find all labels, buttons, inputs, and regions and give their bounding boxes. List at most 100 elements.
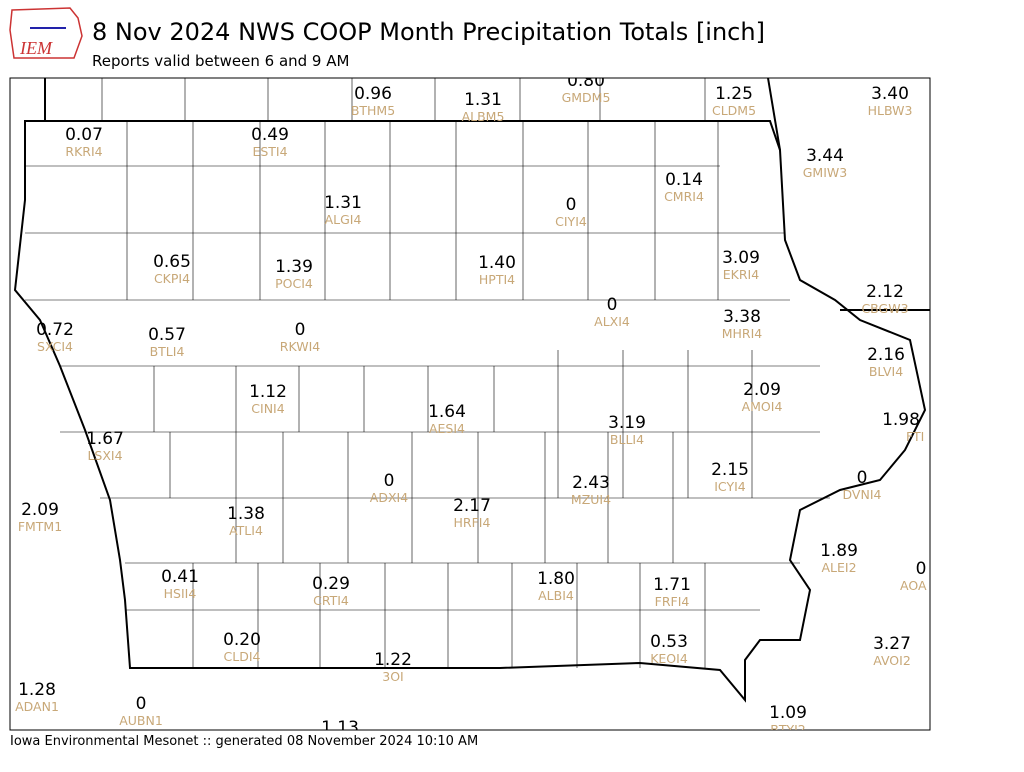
station-id: ALXI4	[594, 314, 630, 329]
station-id: CMRI4	[664, 189, 704, 204]
station-value: 1.38	[227, 504, 265, 524]
station-id: FTI	[906, 429, 924, 444]
station-value: 0.80	[567, 71, 605, 91]
map	[13, 78, 930, 703]
station-id: ALGI4	[325, 212, 362, 227]
station-id: ALBM5	[462, 109, 505, 124]
station-value: 2.15	[711, 460, 749, 480]
station-id: CIYI4	[555, 214, 587, 229]
station-id: 3OI	[382, 669, 403, 684]
logo-text: IEM	[19, 38, 53, 58]
logo: IEM	[9, 7, 83, 59]
station-value: 1.67	[86, 429, 124, 449]
station-id: FRFI4	[655, 594, 690, 609]
station-id: AMOI4	[742, 399, 783, 414]
station-value: 1.98	[882, 410, 920, 430]
station-id: MZUI4	[571, 492, 611, 507]
station-id: AUBN1	[119, 713, 163, 728]
station-id: AVOI2	[873, 653, 911, 668]
station-value: 2.09	[743, 380, 781, 400]
footer: Iowa Environmental Mesonet :: generated …	[10, 734, 478, 749]
station-id: RKRI4	[65, 144, 102, 159]
station-id: CLDM5	[712, 103, 756, 118]
station-value: 3.09	[722, 248, 760, 268]
station-value: 0.65	[153, 252, 191, 272]
station-id: ESTI4	[252, 144, 287, 159]
station-value: 0	[295, 320, 306, 340]
station-value: 1.40	[478, 253, 516, 273]
station-id: BLLI4	[610, 432, 644, 447]
station-id: BTLI4	[150, 344, 185, 359]
station-id: HRFI4	[454, 515, 491, 530]
station-value: 3.19	[608, 413, 646, 433]
station-id: BTYI2	[770, 722, 806, 737]
station-id: GMIW3	[803, 165, 847, 180]
station-id: RKWI4	[280, 339, 320, 354]
station-value: 3.44	[806, 146, 844, 166]
station-id: ICYI4	[714, 479, 746, 494]
station-id: CRTI4	[313, 593, 349, 608]
station-value: 0.49	[251, 125, 289, 145]
station-value: 1.64	[428, 402, 466, 422]
station-id: EKRI4	[723, 267, 759, 282]
station-value: 1.28	[18, 680, 56, 700]
station-id: FMTM1	[18, 519, 62, 534]
station-value: 1.31	[324, 193, 362, 213]
station-value: 0	[136, 694, 147, 714]
station-id: BLVI4	[869, 364, 903, 379]
station-id: CINI4	[251, 401, 284, 416]
station-id: ATLI4	[229, 523, 263, 538]
station-value: 0.14	[665, 170, 703, 190]
station-value: 0	[857, 468, 868, 488]
station-id: LSXI4	[87, 448, 122, 463]
station-value: 0.29	[312, 574, 350, 594]
station-value: 2.43	[572, 473, 610, 493]
title: 8 Nov 2024 NWS COOP Month Precipitation …	[92, 18, 765, 46]
station-value: 0.41	[161, 567, 199, 587]
station-value: 1.31	[464, 90, 502, 110]
station-id: KEOI4	[650, 651, 688, 666]
station-id: ALBI4	[538, 588, 574, 603]
station-id: CKPI4	[154, 271, 190, 286]
station-value: 1.25	[715, 84, 753, 104]
station-id: HLBW3	[868, 103, 913, 118]
station-value: 3.27	[873, 634, 911, 654]
station-value: 0.20	[223, 630, 261, 650]
station-id: BTHM5	[351, 103, 395, 118]
station-value: 0.53	[650, 632, 688, 652]
station-value: 0.07	[65, 125, 103, 145]
station-value: 1.09	[769, 703, 807, 723]
subtitle: Reports valid between 6 and 9 AM	[92, 52, 349, 70]
station-id: CLDI4	[224, 649, 261, 664]
station-id: AOA	[900, 578, 927, 593]
station-value: 0.57	[148, 325, 186, 345]
station-value: 1.80	[537, 569, 575, 589]
station-id: ADXI4	[370, 490, 408, 505]
station-value: 1.89	[820, 541, 858, 561]
station-value: 3.40	[871, 84, 909, 104]
station-id: ADAN1	[15, 699, 59, 714]
station-value: 0.72	[36, 320, 74, 340]
station-value: 3.38	[723, 307, 761, 327]
station-id: SXCI4	[37, 339, 73, 354]
station-id: GMDM5	[562, 90, 611, 105]
station-value: 1.13	[321, 718, 359, 738]
station-value: 1.39	[275, 257, 313, 277]
station-id: ALEI2	[821, 560, 856, 575]
station-id: HSII4	[164, 586, 197, 601]
map-frame	[9, 77, 931, 731]
station-value: 2.12	[866, 282, 904, 302]
station-id: HPTI4	[479, 272, 515, 287]
station-id: CBGW3	[861, 301, 908, 316]
station-value: 0	[384, 471, 395, 491]
station-value: 0	[607, 295, 618, 315]
station-id: AESI4	[429, 421, 465, 436]
station-value: 1.71	[653, 575, 691, 595]
station-value: 1.22	[374, 650, 412, 670]
station-value: 1.12	[249, 382, 287, 402]
station-value: 0	[566, 195, 577, 215]
station-value: 0.96	[354, 84, 392, 104]
station-value: 0	[916, 559, 927, 579]
